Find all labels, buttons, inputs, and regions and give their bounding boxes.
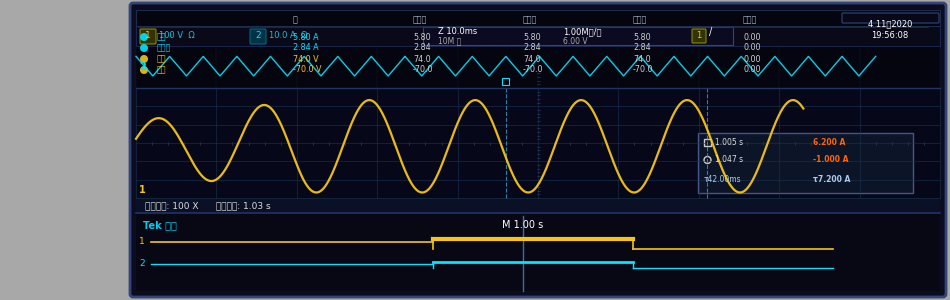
Text: 均方根: 均方根 xyxy=(157,44,171,52)
Circle shape xyxy=(140,33,148,41)
Text: 6.00 V: 6.00 V xyxy=(563,37,588,46)
Text: 标准差: 标准差 xyxy=(743,16,757,25)
Text: 1.005 s: 1.005 s xyxy=(715,138,743,147)
Text: /: / xyxy=(709,27,712,37)
FancyBboxPatch shape xyxy=(140,29,156,44)
Circle shape xyxy=(140,44,148,52)
Text: 2.84: 2.84 xyxy=(413,44,430,52)
Text: 10M 点: 10M 点 xyxy=(438,37,462,46)
Text: Tek 预览: Tek 预览 xyxy=(143,220,177,230)
Text: 5.80: 5.80 xyxy=(523,32,541,41)
Text: 0.00: 0.00 xyxy=(743,55,761,64)
Text: 最大: 最大 xyxy=(157,32,166,41)
Text: 2: 2 xyxy=(256,32,261,40)
Text: 5.80: 5.80 xyxy=(633,32,651,41)
Text: 2.84 A: 2.84 A xyxy=(293,44,318,52)
Text: 平均值: 平均值 xyxy=(413,16,428,25)
Text: -70.0 V: -70.0 V xyxy=(293,65,321,74)
Text: 100 V  Ω: 100 V Ω xyxy=(159,32,195,40)
Bar xyxy=(136,26,940,46)
Text: 1.047 s: 1.047 s xyxy=(715,155,743,164)
Text: 2.84: 2.84 xyxy=(633,44,651,52)
Text: 2.84: 2.84 xyxy=(523,44,541,52)
Bar xyxy=(136,46,940,88)
Text: Z 10.0ms: Z 10.0ms xyxy=(438,28,477,37)
FancyBboxPatch shape xyxy=(698,133,913,193)
Text: 1: 1 xyxy=(696,32,702,40)
Text: 1.00M次/秒: 1.00M次/秒 xyxy=(563,28,601,37)
Text: τ7.200 A: τ7.200 A xyxy=(813,175,850,184)
Text: 缩放系数: 100 X      缩放位置: 1.03 s: 缩放系数: 100 X 缩放位置: 1.03 s xyxy=(145,201,271,210)
Text: 10.0 A  Ω: 10.0 A Ω xyxy=(269,32,308,40)
Text: 值: 值 xyxy=(293,16,297,25)
FancyBboxPatch shape xyxy=(130,3,946,297)
Text: 5.80 A: 5.80 A xyxy=(293,32,318,41)
Text: 0.00: 0.00 xyxy=(743,65,761,74)
Text: 最小: 最小 xyxy=(157,65,166,74)
Text: 最小值: 最小值 xyxy=(523,16,538,25)
Text: 6.200 A: 6.200 A xyxy=(813,138,846,147)
Text: 0.00: 0.00 xyxy=(743,32,761,41)
Text: 2: 2 xyxy=(139,62,145,72)
FancyBboxPatch shape xyxy=(423,27,733,45)
FancyBboxPatch shape xyxy=(250,29,266,44)
Bar xyxy=(136,10,940,26)
Text: -70.0: -70.0 xyxy=(523,65,543,74)
Text: 0.00: 0.00 xyxy=(743,44,761,52)
Text: -1.000 A: -1.000 A xyxy=(813,155,848,164)
Text: 5.80: 5.80 xyxy=(413,32,430,41)
Text: τ42.00ms: τ42.00ms xyxy=(704,175,742,184)
Text: 1: 1 xyxy=(139,238,144,247)
Text: 1: 1 xyxy=(139,185,145,195)
Text: 74.0: 74.0 xyxy=(413,55,430,64)
Circle shape xyxy=(140,66,148,74)
Text: M 1.00 s: M 1.00 s xyxy=(503,220,543,230)
Bar xyxy=(136,198,940,213)
Text: -70.0: -70.0 xyxy=(413,65,433,74)
Text: 2: 2 xyxy=(139,260,144,268)
Bar xyxy=(136,213,940,291)
Text: 最大: 最大 xyxy=(157,55,166,64)
Text: 19:56:08: 19:56:08 xyxy=(871,32,908,40)
Text: 74.0 V: 74.0 V xyxy=(293,55,318,64)
Bar xyxy=(704,139,711,146)
FancyBboxPatch shape xyxy=(842,13,939,23)
Text: 74.0: 74.0 xyxy=(633,55,651,64)
Text: 4 11月2020: 4 11月2020 xyxy=(867,20,912,28)
Text: 1: 1 xyxy=(145,32,151,40)
Text: 最大值: 最大值 xyxy=(633,16,647,25)
Text: 74.0: 74.0 xyxy=(523,55,541,64)
Bar xyxy=(502,78,509,85)
FancyBboxPatch shape xyxy=(692,29,706,43)
Bar xyxy=(136,88,940,198)
Text: -70.0: -70.0 xyxy=(633,65,654,74)
Circle shape xyxy=(140,55,148,63)
